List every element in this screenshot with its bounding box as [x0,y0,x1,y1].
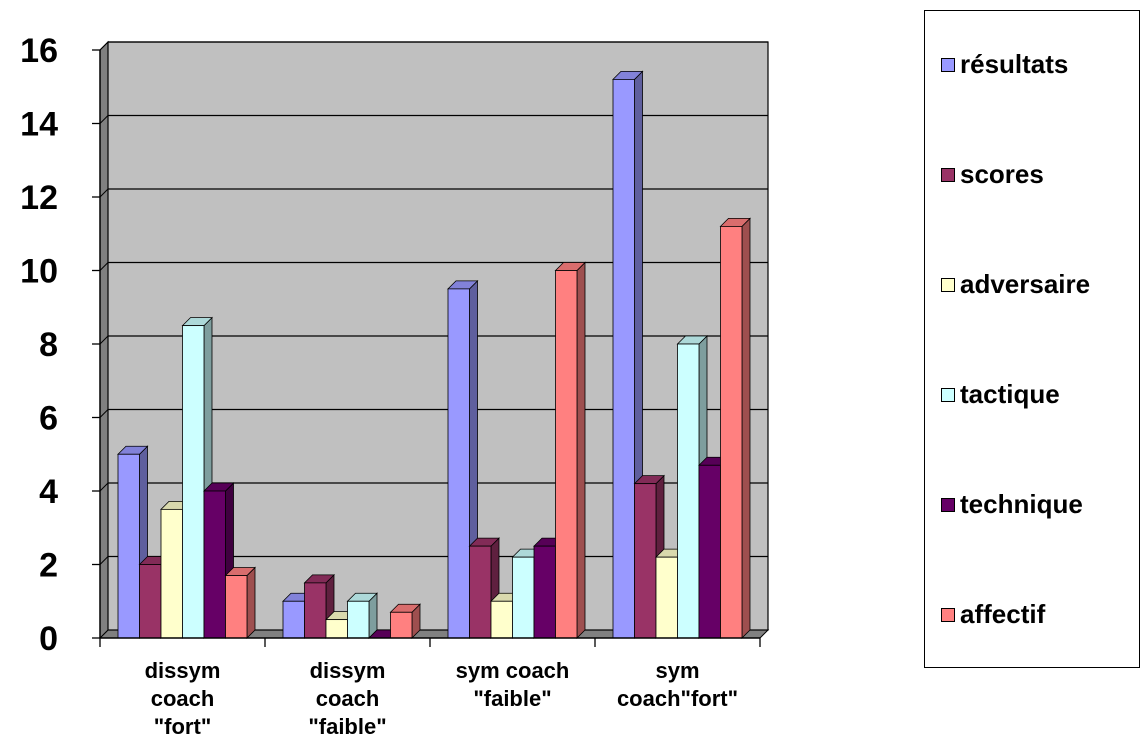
legend-label: affectif [960,599,1046,629]
y-tick-label: 4 [39,473,58,511]
gridline-side [99,115,109,124]
legend-item: scores [941,159,1044,190]
legend-label: technique [960,489,1083,519]
gridline-side [99,41,109,51]
legend-label: adversaire [960,269,1091,299]
x-axis: dissym coach "fort" dissym coach "faible" sym … [99,637,761,739]
y-tick-label: 8 [39,326,58,364]
x-category-label: sym coach "faible" [456,658,570,711]
legend-label: résultats [960,49,1069,79]
legend-swatch [941,167,955,182]
legend: résultats scores adversaire tactique techniq… [924,10,1140,668]
y-axis: 0 2 4 6 8 10 12 14 16 [20,32,101,658]
y-tick-label: 16 [20,32,58,70]
y-tick-label: 6 [39,400,58,438]
legend-item: technique [941,489,1083,520]
x-category-label: sym coach"fort" [617,658,738,711]
legend-item: résultats [941,49,1068,80]
gridline-side [99,482,109,492]
bar [719,217,751,639]
gridline-side [99,409,109,418]
gridline-side [99,262,109,271]
gridline-side [99,556,109,565]
gridline-side [99,188,109,198]
x-category-label: dissym coach "fort" [145,658,221,739]
bar [389,603,421,639]
legend-label: tactique [960,379,1060,409]
y-tick-label: 2 [39,547,58,585]
legend-label: scores [960,159,1044,189]
y-tick-label: 12 [20,179,58,217]
x-category-label: dissym coach "faible" [308,658,386,739]
legend-swatch [941,607,955,622]
gridline-side [99,335,109,345]
legend-item: tactique [941,379,1060,410]
bar [346,592,378,639]
legend-swatch [941,387,955,402]
legend-swatch [941,497,955,512]
legend-item: affectif [941,599,1045,630]
y-tick-label: 0 [39,620,58,658]
y-tick-label: 10 [20,253,58,291]
y-tick-label: 14 [20,106,58,144]
bar [554,261,586,639]
bars [117,70,751,639]
legend-swatch [941,277,955,292]
legend-item: adversaire [941,269,1090,300]
bar [224,566,256,639]
legend-swatch [941,57,955,72]
